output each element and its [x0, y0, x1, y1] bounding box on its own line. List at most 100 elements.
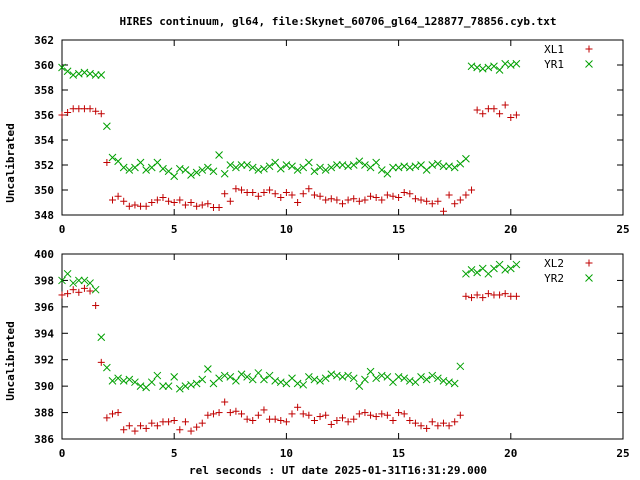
data-point [462, 154, 470, 163]
data-point [237, 161, 246, 169]
data-point [512, 260, 521, 269]
data-point [209, 167, 218, 176]
data-point [450, 163, 459, 172]
x-tick-label: 15 [392, 223, 405, 236]
data-point [377, 166, 386, 174]
data-point [226, 197, 234, 205]
data-point [321, 166, 330, 174]
data-point [92, 302, 100, 310]
y-tick-label: 398 [34, 274, 54, 287]
data-point [417, 196, 425, 204]
data-point [389, 163, 397, 172]
data-point [361, 196, 369, 204]
data-point [506, 264, 515, 273]
data-point [80, 284, 88, 292]
legend-label: XL1 [544, 43, 564, 56]
data-point [187, 171, 195, 179]
y-tick-label: 400 [34, 248, 54, 261]
data-point [58, 276, 66, 285]
data-point [254, 192, 262, 200]
data-point [372, 158, 381, 167]
data-point [260, 406, 268, 414]
data-point [119, 163, 128, 172]
data-point [383, 191, 391, 199]
data-point [423, 424, 431, 432]
data-point [248, 375, 257, 384]
data-point [75, 288, 83, 296]
data-point [198, 201, 206, 209]
legend-marker [585, 259, 593, 267]
data-point [316, 377, 324, 385]
data-point [473, 106, 481, 114]
data-point [456, 362, 465, 371]
data-point [355, 382, 364, 390]
data-point [192, 379, 201, 388]
data-point [372, 374, 381, 383]
data-point [310, 417, 318, 424]
data-point [254, 411, 262, 419]
data-point [142, 166, 151, 174]
data-point [165, 197, 173, 205]
y-tick-label: 392 [34, 354, 54, 367]
data-point [97, 333, 106, 342]
data-point [462, 191, 470, 199]
data-point [147, 378, 156, 387]
data-point [428, 200, 436, 208]
data-point [512, 292, 520, 300]
data-point [187, 199, 195, 206]
data-point [114, 157, 122, 166]
y-tick-label: 362 [34, 34, 54, 47]
data-point [277, 417, 285, 424]
data-point [428, 371, 437, 380]
y-tick-label: 390 [34, 380, 54, 393]
legend-marker [585, 45, 593, 53]
x-tick-label: 0 [59, 223, 66, 236]
data-point [92, 107, 100, 115]
data-point [456, 411, 464, 419]
data-point [361, 161, 369, 169]
data-point [265, 162, 274, 171]
data-point [344, 371, 352, 380]
data-point [339, 414, 346, 422]
data-point [512, 111, 520, 119]
data-point [451, 418, 459, 426]
data-point [422, 375, 431, 384]
data-point [131, 427, 139, 435]
data-point [276, 164, 285, 173]
legend-label: YR2 [544, 272, 564, 285]
data-point [490, 105, 498, 113]
data-point [304, 158, 313, 167]
data-point [260, 189, 268, 196]
data-point [226, 161, 235, 169]
data-point [226, 373, 235, 381]
data-point [445, 191, 453, 199]
data-point [159, 382, 167, 390]
data-point [260, 375, 268, 384]
y-tick-label: 394 [34, 327, 54, 340]
data-point [468, 186, 476, 194]
data-point [238, 186, 246, 194]
data-point [215, 204, 223, 211]
data-point [490, 62, 498, 71]
data-point [496, 291, 504, 299]
data-point [434, 374, 442, 383]
data-point [108, 153, 117, 162]
data-point [400, 410, 408, 418]
data-point [91, 71, 100, 79]
data-point [367, 192, 375, 200]
data-point [366, 367, 375, 376]
data-point [131, 201, 139, 209]
data-point [193, 202, 201, 210]
data-point [254, 369, 263, 377]
data-point [383, 411, 391, 419]
data-point [372, 413, 380, 421]
data-point [74, 276, 83, 285]
data-point [322, 411, 330, 419]
data-point [131, 378, 139, 387]
data-point [321, 374, 330, 383]
data-point [175, 384, 184, 393]
data-point [108, 410, 116, 418]
x-tick-label: 20 [504, 223, 517, 236]
data-point [221, 190, 229, 198]
data-point [181, 201, 189, 209]
